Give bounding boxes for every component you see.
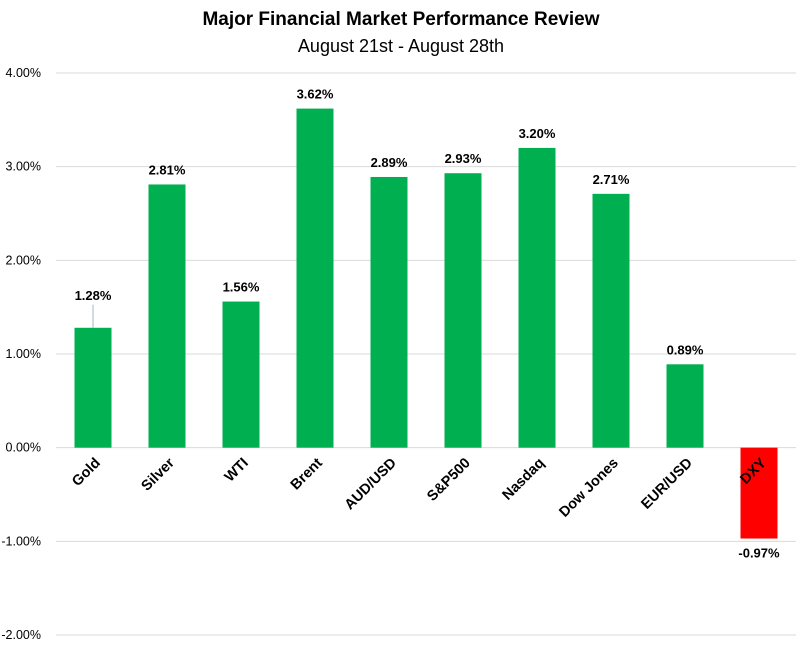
data-label: 0.89%: [667, 342, 704, 357]
y-tick-label: 1.00%: [6, 347, 41, 361]
category-label: Nasdaq: [499, 455, 547, 503]
y-tick-label: 4.00%: [6, 66, 41, 80]
data-label: 3.20%: [519, 126, 556, 141]
data-label: 3.62%: [297, 87, 334, 102]
bar-silver: [148, 184, 186, 448]
bar-gold: [74, 327, 112, 448]
y-tick-label: 0.00%: [6, 441, 41, 455]
bar-wti: [222, 301, 260, 448]
data-label: 1.28%: [75, 288, 112, 303]
data-label: 1.56%: [223, 280, 260, 295]
data-label: 2.93%: [445, 151, 482, 166]
y-tick-label: 2.00%: [6, 253, 41, 267]
category-label: AUD/USD: [342, 455, 400, 513]
bar-dxy: [740, 447, 778, 539]
y-tick-label: 3.00%: [6, 160, 41, 174]
bar-aud-usd: [370, 176, 408, 448]
category-label: Gold: [69, 455, 104, 490]
y-tick-label: -2.00%: [1, 628, 41, 642]
category-labels: Gold Silver WTI Brent AUD/USD S&P500 Nasdaq Dow…: [69, 455, 770, 521]
category-label: Brent: [288, 455, 326, 493]
data-labels: 1.28% 2.81% 1.56% 3.62% 2.89% 2.93% 3.20% 2.71%…: [75, 87, 780, 561]
y-tick-label: -1.00%: [1, 534, 41, 548]
chart-subtitle: August 21st - August 28th: [298, 36, 504, 56]
category-label: Silver: [139, 455, 178, 494]
data-label: 2.81%: [149, 162, 186, 177]
bar-nasdaq: [518, 147, 556, 448]
data-label: 2.89%: [371, 155, 408, 170]
category-label: WTI: [222, 455, 252, 485]
data-label: 2.71%: [593, 172, 630, 187]
bar-dow-jones: [592, 193, 630, 448]
category-label: Dow Jones: [556, 455, 621, 520]
bars: [74, 108, 778, 539]
data-label: -0.97%: [738, 546, 780, 561]
category-label: S&P500: [424, 455, 474, 505]
bar-brent: [296, 108, 334, 448]
category-label: EUR/USD: [638, 455, 695, 512]
chart-title: Major Financial Market Performance Revie…: [202, 9, 599, 30]
bar-s-p500: [444, 173, 482, 448]
bar-eur-usd: [666, 364, 704, 448]
